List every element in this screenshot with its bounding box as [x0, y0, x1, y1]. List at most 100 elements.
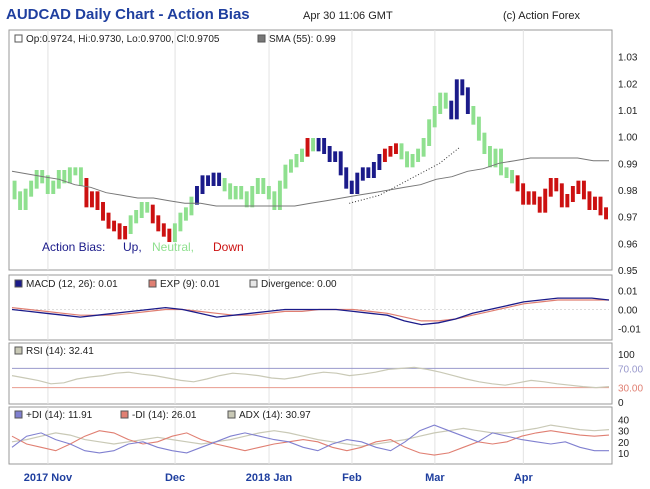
price-bar — [454, 79, 459, 120]
x-tick-label: Mar — [425, 472, 445, 484]
action-bias-neutral: Neutral, — [152, 240, 194, 254]
price-bar — [167, 228, 172, 242]
price-bar — [117, 223, 122, 240]
price-bar — [45, 175, 50, 194]
price-bar — [565, 194, 570, 208]
macd-line — [11, 297, 610, 326]
y-tick-label: 100 — [618, 350, 635, 361]
price-bar — [156, 215, 161, 232]
price-bar — [570, 186, 575, 202]
rsi-panel — [8, 342, 613, 405]
price-bar — [128, 215, 133, 234]
adx-legend-label: ADX (14): 30.97 — [239, 410, 311, 421]
exp-legend-swatch — [148, 279, 157, 288]
sma-legend-label: SMA (55): 0.99 — [269, 34, 336, 45]
price-bar — [62, 170, 67, 184]
price-bar — [233, 186, 238, 200]
price-bar — [12, 180, 17, 200]
divergence-legend-swatch — [249, 279, 258, 288]
copyright-label: (c) Action Forex — [503, 10, 581, 22]
price-bar — [211, 172, 216, 186]
y-tick-label: 0.96 — [618, 239, 638, 250]
y-tick-label: -0.01 — [618, 324, 641, 335]
price-bar — [410, 154, 415, 168]
price-bar — [288, 159, 293, 173]
price-bar — [366, 167, 371, 178]
adx-legend-swatch — [227, 410, 236, 419]
price-bar — [548, 178, 553, 197]
datetime-label: Apr 30 11:06 GMT — [303, 10, 393, 22]
price-bar — [471, 106, 476, 125]
price-bar — [416, 148, 421, 162]
y-tick-label: 1.00 — [618, 133, 638, 144]
trailing-stop-line — [349, 146, 461, 204]
adx-line — [11, 424, 610, 447]
price-bar — [89, 191, 94, 208]
price-bar — [217, 172, 222, 186]
price-bar — [78, 167, 83, 186]
price-bar — [161, 223, 166, 237]
chart-title: AUDCAD Daily Chart - Action Bias — [6, 6, 250, 23]
price-bar — [487, 146, 492, 168]
price-bar — [432, 106, 437, 128]
price-bar — [266, 186, 271, 200]
price-bar — [394, 143, 398, 154]
price-bar — [250, 186, 255, 208]
macd-legend-label: MACD (12, 26): 0.01 — [26, 279, 118, 290]
price-bar — [493, 148, 498, 168]
price-bar — [543, 188, 548, 213]
y-tick-label: 1.03 — [618, 53, 638, 64]
price-bar — [23, 188, 28, 210]
price-bar — [371, 162, 376, 178]
price-bar — [554, 178, 559, 192]
price-bar — [510, 170, 515, 184]
y-tick-label: 0.98 — [618, 186, 638, 197]
price-bar — [195, 186, 199, 205]
price-bar — [532, 191, 537, 205]
price-bar — [222, 178, 227, 192]
sma-line — [11, 157, 609, 207]
dmi-panel — [8, 406, 613, 465]
y-tick-label: 10 — [618, 449, 630, 460]
price-bar — [283, 164, 288, 189]
divergence-legend-label: Divergence: 0.00 — [261, 279, 337, 290]
macd-legend-swatch — [14, 279, 23, 288]
price-bar — [228, 183, 233, 200]
price-bar — [499, 148, 503, 176]
price-bar — [106, 212, 111, 229]
price-bar — [465, 87, 470, 114]
price-bar — [239, 186, 244, 200]
minus-di-legend-swatch — [120, 410, 129, 419]
price-bar — [405, 151, 409, 168]
y-tick-label: 1.02 — [618, 79, 638, 90]
price-bar — [255, 178, 260, 194]
minus-di-legend-label: -DI (14): 26.01 — [132, 410, 197, 421]
price-bar — [360, 167, 365, 181]
price-bar — [51, 180, 56, 194]
price-bar — [581, 180, 586, 200]
price-bar — [449, 100, 454, 120]
price-bar — [311, 138, 316, 152]
price-bar — [382, 148, 387, 162]
price-bar — [300, 148, 304, 162]
price-bar — [200, 175, 205, 194]
price-bar — [604, 207, 608, 220]
plus-di-line — [11, 424, 609, 454]
price-bar — [587, 191, 592, 210]
price-bar — [443, 92, 448, 109]
ohlc-legend-label: Op:0.9724, Hi:0.9730, Lo:0.9700, Cl:0.97… — [26, 34, 220, 45]
price-bar — [189, 196, 194, 216]
price-bar — [598, 196, 603, 216]
price-bar — [338, 151, 343, 176]
price-bar — [172, 223, 177, 242]
x-tick-label: 2017 Nov — [24, 472, 73, 484]
price-bar — [576, 180, 581, 194]
price-bar — [18, 191, 23, 210]
price-bar — [421, 138, 426, 157]
price-bar — [178, 212, 183, 232]
y-tick-label: 0.99 — [618, 159, 638, 170]
y-tick-label: 20 — [618, 438, 630, 449]
price-bar — [73, 167, 78, 176]
plus-di-legend-label: +DI (14): 11.91 — [26, 410, 93, 421]
